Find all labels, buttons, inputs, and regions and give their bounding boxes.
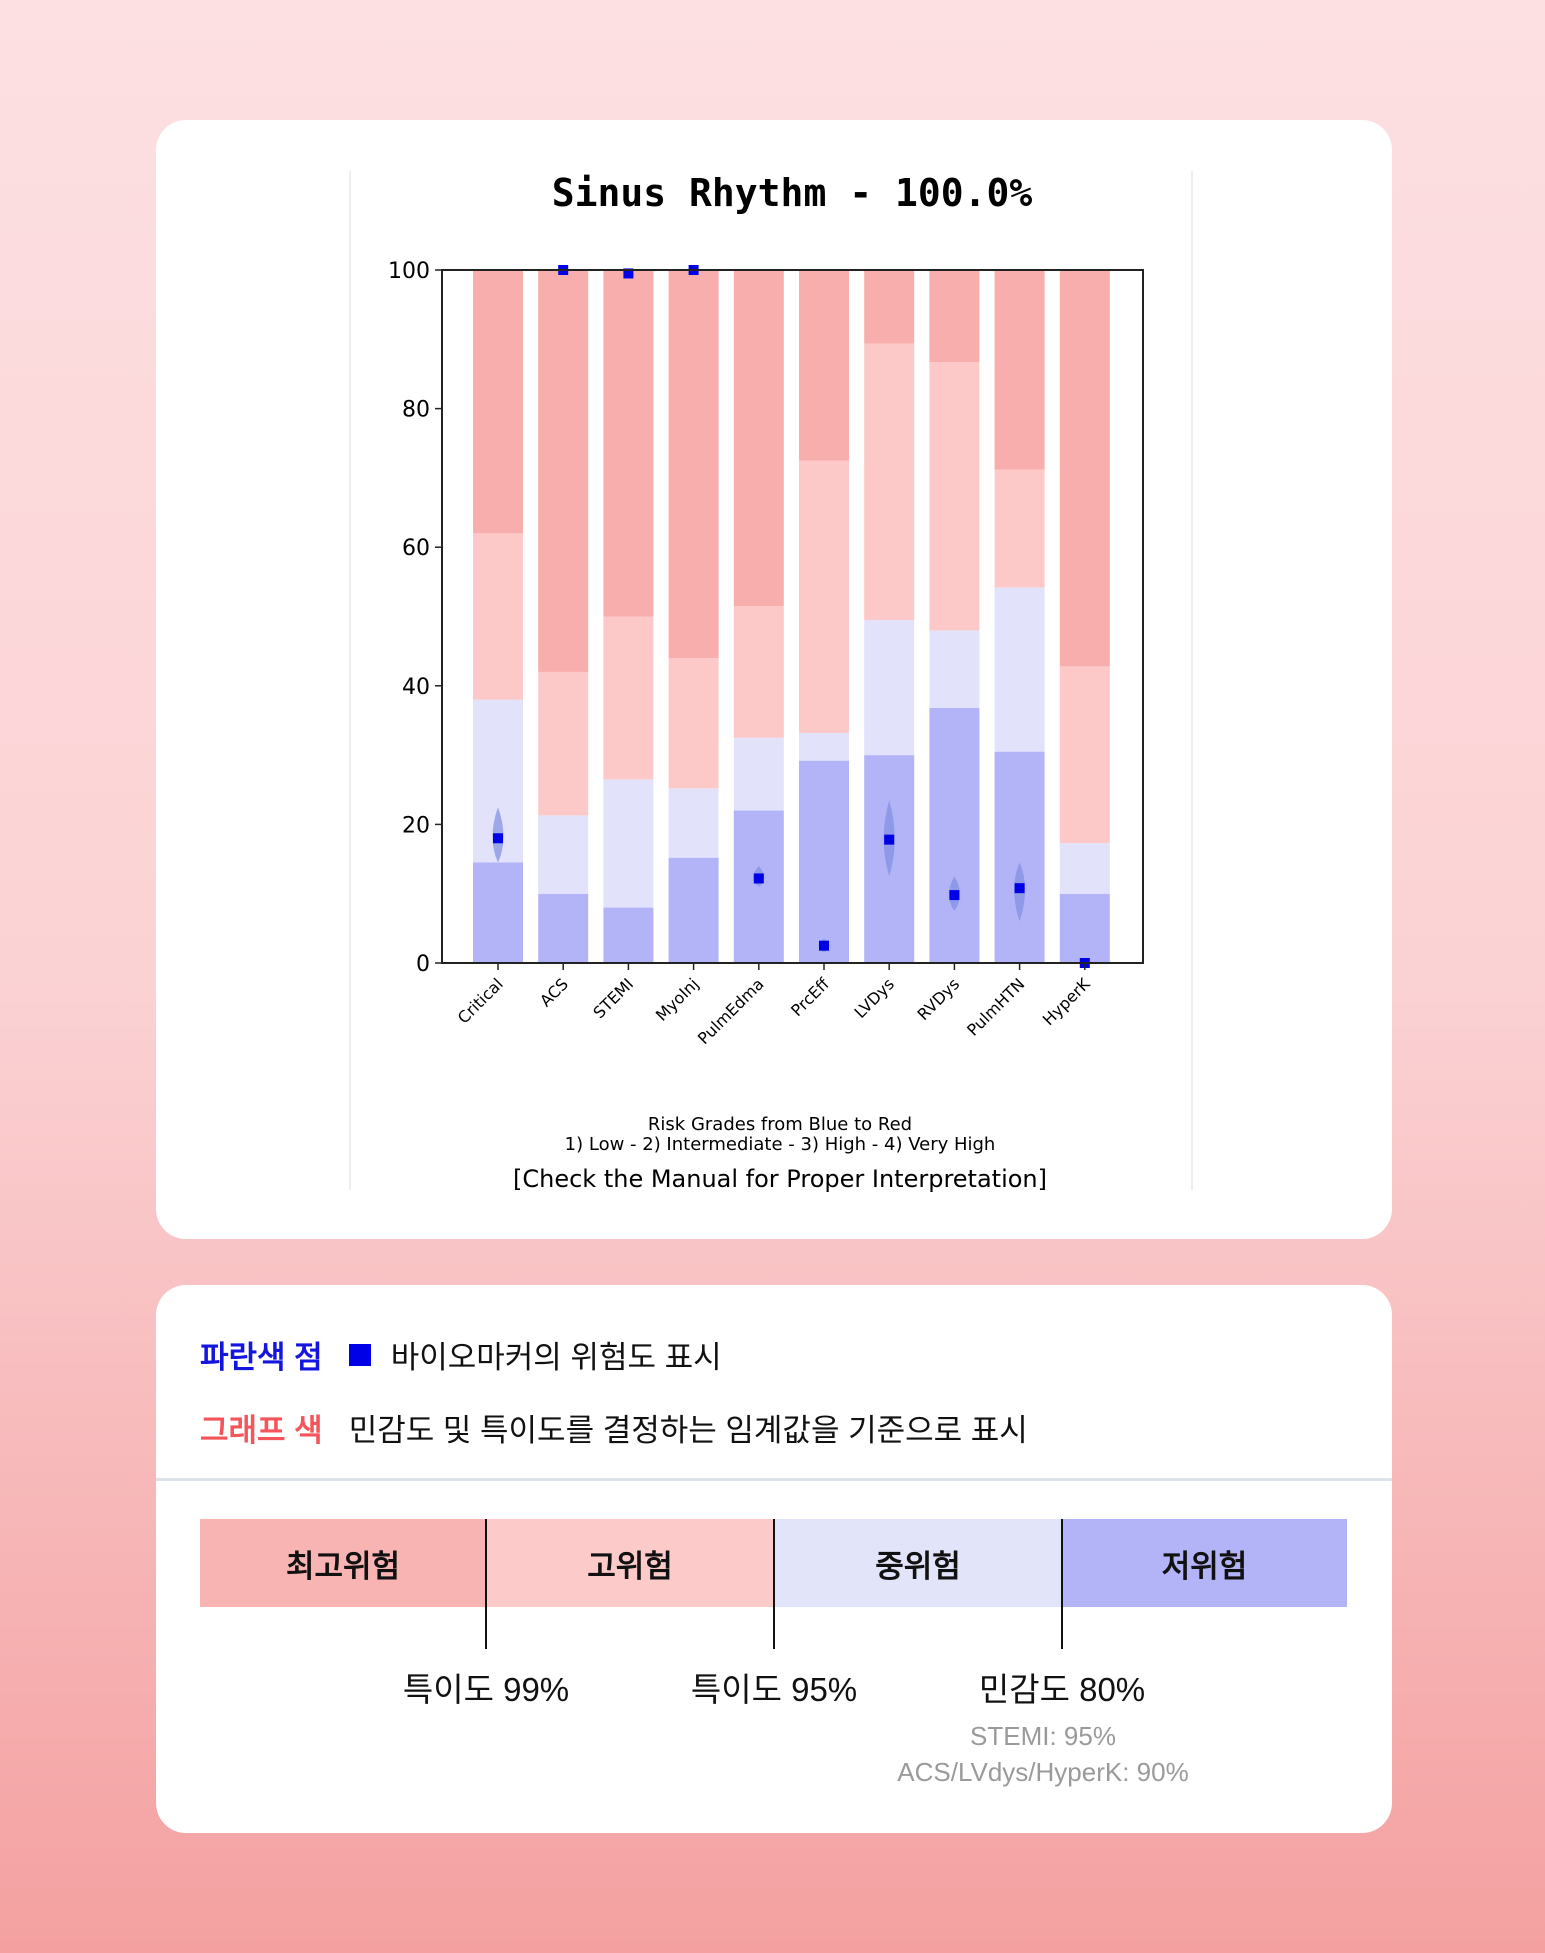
divider <box>156 1478 1392 1481</box>
bar-segment-STEMI-3 <box>603 616 654 780</box>
bar-segment-PrcEff-3 <box>799 460 849 733</box>
x-tick-label: PulmEdma <box>694 974 768 1048</box>
y-tick-label: 60 <box>402 536 430 561</box>
band-very-high: 최고위험 <box>200 1519 486 1607</box>
legend-dot-row: 파란색 점 바이오마커의 위험도 표시 <box>200 1332 722 1377</box>
bar-segment-RVDys-3 <box>929 362 980 631</box>
bar-segment-PrcEff-2 <box>799 732 849 761</box>
x-tick-label: LVDys <box>850 974 898 1022</box>
color-label: 그래프 색 <box>200 1413 323 1448</box>
chart-caption-line: Risk Grades from Blue to Red <box>648 1114 912 1135</box>
bar-segment-Critical-3 <box>473 533 523 700</box>
bar-segment-ACS-1 <box>538 893 589 963</box>
y-tick-label: 80 <box>402 398 430 423</box>
y-tick-label: 0 <box>416 952 430 977</box>
threshold-specificity-99: 특이도 99% <box>402 1671 570 1708</box>
bar-segment-RVDys-2 <box>929 630 980 708</box>
x-tick-label: PulmHTN <box>963 974 1028 1039</box>
x-tick-label: ACS <box>536 974 572 1010</box>
x-tick-label: STEMI <box>589 974 637 1022</box>
marker-Critical <box>493 833 503 844</box>
x-tick-label: MyoInj <box>652 974 702 1024</box>
bar-segment-MyoInj-2 <box>668 788 719 858</box>
dot-label: 파란색 점 <box>200 1340 323 1375</box>
threshold-line <box>485 1519 487 1649</box>
note-acs-lvdys-hyperk: ACS/LVdys/HyperK: 90% <box>897 1757 1189 1787</box>
x-tick-label: PrcEff <box>787 974 833 1020</box>
bar-segment-PulmEdma-3 <box>733 606 784 738</box>
chart-card: Sinus Rhythm - 100.0% Critical ACS STEMI Myo… <box>156 120 1392 1239</box>
color-text: 민감도 및 특이도를 결정하는 임계값을 기준으로 표시 <box>348 1413 1028 1448</box>
bar-segment-Critical-4 <box>473 270 523 534</box>
bar-segment-RVDys-4 <box>929 270 980 363</box>
y-tick-label: 40 <box>402 675 430 700</box>
bar-segment-PrcEff-4 <box>799 270 849 461</box>
bar-segment-STEMI-2 <box>603 779 654 908</box>
bar-segment-LVDys-2 <box>864 619 915 756</box>
x-tick-label: Critical <box>454 974 507 1027</box>
bar-segment-PulmEdma-4 <box>733 270 784 607</box>
marker-LVDys <box>884 834 895 845</box>
bar-segment-ACS-2 <box>538 815 589 894</box>
bar-segment-ACS-4 <box>538 270 589 672</box>
chart-title: Sinus Rhythm - 100.0% <box>552 171 1033 215</box>
x-tick-label: RVDys <box>914 974 964 1024</box>
bar-segment-PulmEdma-2 <box>733 737 784 811</box>
threshold-specificity-95: 특이도 95% <box>690 1671 858 1708</box>
plot-frame <box>441 269 1144 964</box>
bar-segment-HyperK-3 <box>1059 666 1110 844</box>
chart-note: [Check the Manual for Proper Interpretat… <box>513 1165 1047 1193</box>
band-low: 저위험 <box>1062 1519 1347 1607</box>
bar-segment-RVDys-1 <box>929 707 980 963</box>
bar-segment-PrcEff-1 <box>799 760 849 963</box>
x-tick-label: HyperK <box>1039 974 1094 1029</box>
bar-segment-PulmHTN-3 <box>994 469 1045 588</box>
bar-segment-HyperK-4 <box>1059 270 1110 667</box>
blue-square-icon <box>348 1343 371 1366</box>
band-intermediate: 중위험 <box>774 1519 1062 1607</box>
band-high: 고위험 <box>486 1519 774 1607</box>
bar-segment-MyoInj-1 <box>668 857 719 963</box>
bar-segment-STEMI-4 <box>603 270 654 617</box>
bar-segment-PulmHTN-2 <box>994 587 1045 752</box>
bar-segment-MyoInj-4 <box>668 270 719 659</box>
marker-RVDys <box>949 890 960 901</box>
legend-card: 파란색 점 바이오마커의 위험도 표시 그래프 색 민감도 및 특이도를 결정하… <box>156 1285 1392 1833</box>
bar-segment-ACS-3 <box>538 671 589 816</box>
bar-segment-Critical-1 <box>473 862 523 963</box>
bar-segment-HyperK-1 <box>1059 893 1110 963</box>
threshold-line <box>773 1519 775 1649</box>
bar-segment-MyoInj-3 <box>668 658 719 789</box>
y-tick-label: 20 <box>402 813 430 838</box>
chart-caption-line: 1) Low - 2) Intermediate - 3) High - 4) … <box>565 1134 996 1155</box>
risk-chart: Sinus Rhythm - 100.0% Critical ACS STEMI Myo… <box>349 171 1193 1193</box>
bar-segment-LVDys-4 <box>864 270 915 344</box>
dot-text: 바이오마커의 위험도 표시 <box>390 1340 722 1375</box>
note-stemi: STEMI: 95% <box>970 1721 1116 1751</box>
bar-segment-LVDys-3 <box>864 343 915 620</box>
legend-color-row: 그래프 색 민감도 및 특이도를 결정하는 임계값을 기준으로 표시 <box>200 1405 1028 1450</box>
threshold-line <box>1061 1519 1063 1649</box>
y-tick-label: 100 <box>388 259 430 284</box>
marker-STEMI <box>623 268 634 279</box>
marker-PrcEff <box>819 940 829 951</box>
bar-segment-PulmHTN-1 <box>994 751 1045 963</box>
marker-PulmEdma <box>753 873 764 884</box>
bar-segment-STEMI-1 <box>603 907 654 963</box>
bar-segment-PulmHTN-4 <box>994 270 1045 470</box>
threshold-sensitivity-80: 민감도 80% <box>978 1671 1146 1708</box>
bar-segment-HyperK-2 <box>1059 843 1110 894</box>
marker-PulmHTN <box>1014 883 1025 894</box>
